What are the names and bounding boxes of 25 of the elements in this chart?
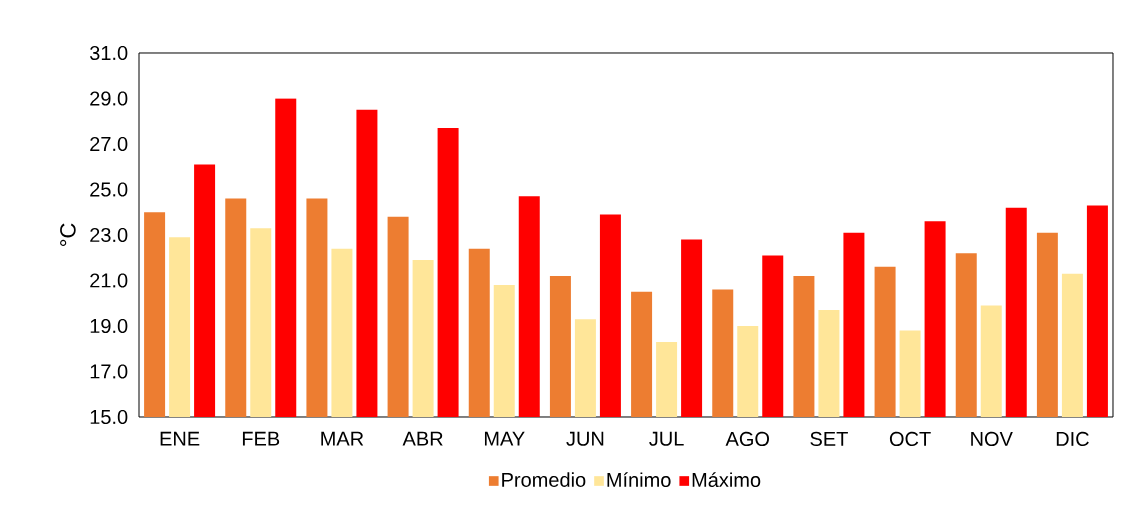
x-tick-label: MAY [484,431,525,446]
x-tick-label: NOV [971,431,1013,447]
y-tick-label: 23.0 [90,227,128,243]
legend-label: Promedio [502,472,586,487]
y-tick-label: 27.0 [90,136,128,152]
x-tick-label: FEB [242,431,280,446]
legend-label: Máximo [692,472,761,488]
x-tick-label: AGO [725,431,770,447]
x-tick-label: OCT [889,431,931,447]
y-tick-label: 31.0 [89,45,128,61]
x-tick-label: MAR [321,431,364,446]
y-tick-label: 17.0 [90,364,128,379]
y-axis-title: °C [60,223,76,247]
x-tick-label: ENE [160,431,200,446]
x-tick-label: JUN [566,431,604,446]
y-tick-label: 25.0 [90,182,128,197]
y-tick-label: 15.0 [90,409,128,425]
x-tick-label: SET [810,431,848,447]
x-tick-label: JUL [649,431,684,446]
y-tick-label: 21.0 [90,273,128,288]
y-tick-label: 19.0 [90,318,128,334]
y-tick-label: 29.0 [90,91,128,106]
x-tick-label: ABR [402,431,443,446]
x-tick-label: DIC [1056,431,1089,447]
legend-label: Mínimo [607,472,671,488]
